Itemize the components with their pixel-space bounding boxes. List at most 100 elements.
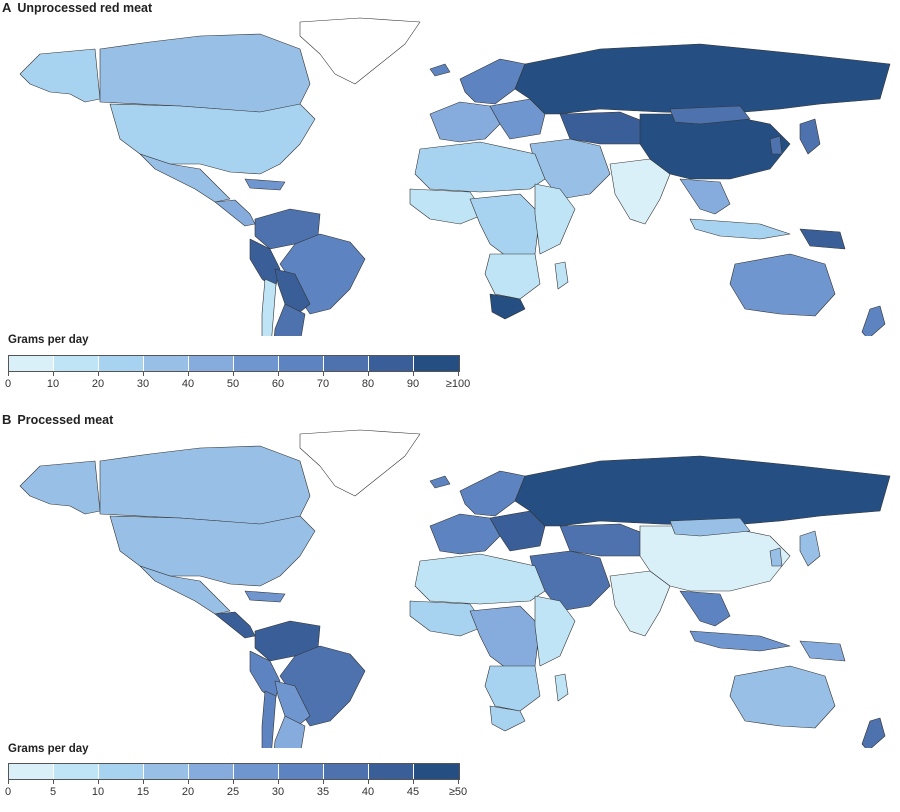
legend-tick-mark	[458, 372, 459, 376]
region-india	[609, 570, 671, 637]
legend-tick-mark	[413, 780, 414, 784]
legend-tick-mark	[53, 372, 54, 376]
region-central-america	[214, 199, 256, 227]
region-central-asia	[559, 523, 651, 557]
legend-tick-mark	[53, 780, 54, 784]
region-western-europe	[429, 513, 501, 555]
region-greenland	[299, 429, 421, 497]
region-north-africa	[414, 553, 546, 605]
region-mongolia	[669, 517, 751, 537]
region-canada	[99, 33, 311, 115]
region-australia	[729, 253, 836, 317]
legend-tick-mark	[98, 372, 99, 376]
legend-tick-label: 25	[226, 786, 240, 798]
legend-tick-mark	[233, 780, 234, 784]
legend-tick-label: 60	[271, 378, 285, 390]
region-western-europe	[429, 101, 501, 143]
region-central-america	[214, 611, 256, 639]
region-indonesia	[689, 218, 791, 240]
region-caribbean	[244, 178, 286, 191]
region-madagascar	[554, 261, 569, 290]
legend-tick-mark	[143, 780, 144, 784]
legend-swatch-7	[324, 356, 369, 371]
legend-swatch-8	[369, 356, 414, 371]
panel-unprocessed-red-meat: A Unprocessed red meat Grams per day 0 10 2…	[0, 0, 900, 405]
region-east-africa	[534, 183, 576, 255]
panel-processed-meat: B Processed meat Grams per day 0 5 10 15 20 25…	[0, 412, 900, 812]
world-map	[19, 17, 891, 336]
region-north-africa	[414, 141, 546, 193]
region-new-zealand	[861, 717, 886, 748]
region-new-zealand	[861, 305, 886, 336]
legend-swatch-4	[189, 356, 234, 371]
region-china	[639, 525, 791, 592]
region-papua	[799, 228, 846, 250]
legend-tick-mark	[323, 780, 324, 784]
region-mexico	[139, 153, 231, 203]
legend-swatch-0	[9, 764, 54, 779]
region-russia	[514, 455, 891, 527]
legend-tick-label: 30	[136, 378, 150, 390]
legend-tick-label: 40	[361, 786, 375, 798]
region-china	[639, 113, 791, 180]
legend-tick-label: 50	[226, 378, 240, 390]
region-russia	[514, 43, 891, 115]
legend-tick-label: 35	[316, 786, 330, 798]
legend-tick-mark	[188, 780, 189, 784]
region-mexico	[139, 565, 231, 615]
legend-swatch-4	[189, 764, 234, 779]
panel-title: A Unprocessed red meat	[2, 0, 152, 15]
region-iceland-scandinavia	[429, 470, 526, 517]
legend-tick-mark	[278, 372, 279, 376]
legend-tick-mark	[368, 780, 369, 784]
legend-tick-label: ≥50	[448, 786, 468, 798]
region-japan-korea	[769, 118, 821, 155]
panel-letter: B	[2, 412, 12, 427]
panel-title-text: Processed meat	[17, 413, 114, 427]
legend-swatch-6	[279, 764, 324, 779]
legend-swatch-9	[414, 764, 459, 779]
legend-tick-mark	[143, 372, 144, 376]
legend-swatch-2	[99, 356, 144, 371]
region-west-africa	[409, 600, 486, 637]
legend-tick-label: 15	[136, 786, 150, 798]
legend-swatch-0	[9, 356, 54, 371]
legend-tick-mark	[188, 372, 189, 376]
region-mongolia	[669, 105, 751, 125]
region-south-africa	[489, 293, 526, 320]
region-papua	[799, 640, 846, 662]
region-argentina	[273, 303, 306, 336]
legend-tick-label: 70	[316, 378, 330, 390]
legend-tick-mark	[323, 372, 324, 376]
legend-tick-mark	[8, 372, 9, 376]
legend-swatch-1	[54, 356, 99, 371]
legend-tick-mark	[368, 372, 369, 376]
legend-swatch-8	[369, 764, 414, 779]
region-central-asia	[559, 111, 651, 145]
legend-swatch-5	[234, 356, 279, 371]
region-caribbean	[244, 590, 286, 603]
region-japan-korea	[769, 530, 821, 567]
region-indonesia	[689, 630, 791, 652]
legend-swatch-5	[234, 764, 279, 779]
legend-tick-label: 20	[181, 786, 195, 798]
legend-title: Grams per day	[8, 743, 89, 755]
region-alaska	[19, 460, 101, 515]
legend-swatch-1	[54, 764, 99, 779]
legend-swatch-7	[324, 764, 369, 779]
region-alaska	[19, 48, 101, 103]
region-south-africa	[489, 705, 526, 732]
region-southeast-asia	[679, 590, 731, 627]
region-iceland-scandinavia	[429, 58, 526, 105]
legend-swatch-3	[144, 356, 189, 371]
legend-color-scale	[8, 763, 460, 780]
legend-tick-mark	[278, 780, 279, 784]
legend-swatch-6	[279, 356, 324, 371]
panel-title-text: Unprocessed red meat	[17, 1, 153, 15]
legend-title: Grams per day	[8, 334, 89, 346]
region-central-africa	[469, 193, 541, 260]
legend-tick-label: 0	[4, 378, 12, 390]
legend-tick-mark	[8, 780, 9, 784]
region-west-africa	[409, 188, 486, 225]
world-map	[19, 429, 891, 748]
